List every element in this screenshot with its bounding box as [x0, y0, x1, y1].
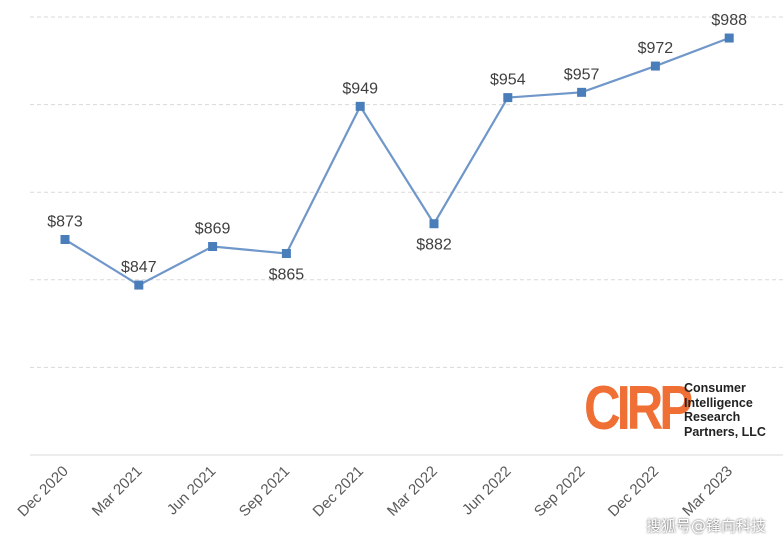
- x-tick-label: Mar 2022: [384, 463, 441, 520]
- x-tick-label: Dec 2021: [310, 463, 367, 520]
- data-labels: $873 $847 $869 $865 $949 $882 $954 $957 $972 $988: [47, 12, 747, 283]
- data-label: $972: [638, 40, 674, 57]
- data-label: $865: [269, 267, 305, 284]
- data-point: [208, 242, 218, 252]
- gridlines: [30, 16, 783, 368]
- data-label: $873: [47, 214, 83, 231]
- data-label: $847: [121, 259, 157, 276]
- data-point: [355, 101, 365, 111]
- x-tick-label: Jun 2022: [459, 463, 515, 519]
- x-tick-labels: Dec 2020 Mar 2021 Jun 2021 Sep 2021 Dec 2021…: [14, 463, 736, 520]
- data-point: [503, 93, 513, 103]
- cirp-logo-text: Consumer Intelligence Research Partners,…: [684, 381, 766, 439]
- data-label: $957: [564, 66, 600, 83]
- data-markers: [60, 33, 734, 290]
- data-label: $949: [342, 80, 378, 97]
- x-tick-label: Sep 2021: [236, 463, 293, 520]
- cirp-logo: CIRP Consumer Intelligence Research Part…: [584, 378, 774, 442]
- x-tick-label: Dec 2022: [605, 463, 662, 520]
- x-tick-label: Mar 2023: [679, 463, 736, 520]
- x-tick-label: Sep 2022: [531, 463, 588, 520]
- data-point: [281, 249, 291, 259]
- data-point: [60, 235, 70, 245]
- data-label: $882: [416, 237, 452, 254]
- data-label: $954: [490, 72, 526, 89]
- x-tick-label: Mar 2021: [89, 463, 146, 520]
- x-tick-label: Jun 2021: [164, 463, 220, 519]
- series-line: [64, 36, 730, 287]
- watermark: 搜狐号@锋向科技: [646, 517, 767, 535]
- data-point: [650, 61, 660, 71]
- data-label: $869: [195, 221, 231, 238]
- cirp-logo-mark: CIRP: [584, 374, 693, 443]
- data-point: [577, 87, 587, 97]
- data-label: $988: [711, 12, 747, 29]
- data-point: [429, 219, 439, 229]
- x-tick-label: Dec 2020: [14, 463, 71, 520]
- data-point: [134, 280, 144, 290]
- data-point: [724, 33, 734, 43]
